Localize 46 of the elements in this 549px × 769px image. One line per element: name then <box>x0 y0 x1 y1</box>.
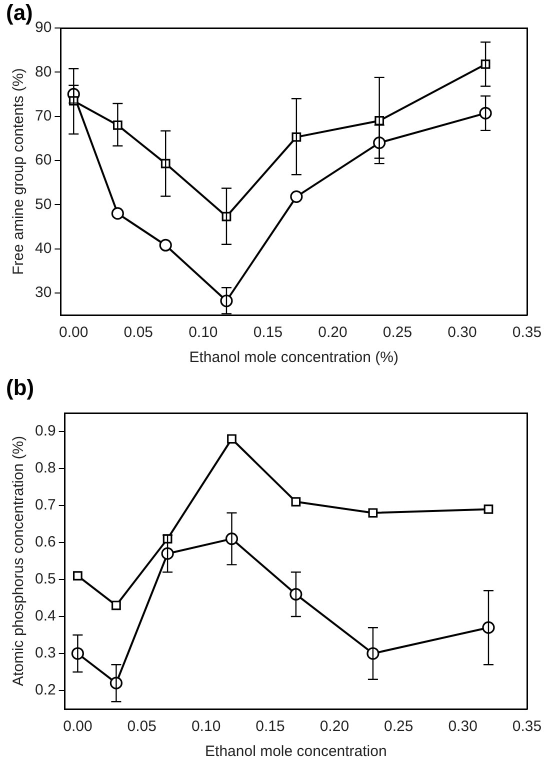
x-tick-label: 0.25 <box>382 324 412 342</box>
y-tick-label: 0.8 <box>34 460 56 477</box>
x-tick-label: 0.10 <box>191 718 221 736</box>
y-tick-label: 0.2 <box>34 682 56 699</box>
point <box>291 497 301 506</box>
x-tick-label: 0.05 <box>124 324 154 342</box>
x-tick-label: 0.20 <box>318 324 348 342</box>
x-axis-title: Ethanol mole concentration <box>205 743 387 760</box>
point <box>484 504 494 514</box>
text: (a) <box>6 0 33 26</box>
point <box>159 238 172 252</box>
x-tick-label: 0.10 <box>188 324 218 342</box>
x-tick-label: 0.30 <box>448 718 478 736</box>
y-axis-title: Free amine group contents (%) <box>10 68 28 275</box>
x-tick-label: 0.05 <box>127 718 156 736</box>
y-tick-label: 40 <box>34 240 52 257</box>
y-tick-label: 30 <box>34 284 52 302</box>
y-tick-label: 0.3 <box>34 644 56 662</box>
y-tick-label: 0.6 <box>34 534 56 551</box>
point <box>73 571 82 580</box>
point <box>112 600 121 610</box>
text: (b) <box>6 375 34 401</box>
y-tick-label: 70 <box>34 107 52 124</box>
x-tick-label: 0.00 <box>63 718 92 736</box>
x-tick-label: 0.30 <box>448 324 477 342</box>
x-tick-label: 0.15 <box>256 718 285 736</box>
y-tick-label: 60 <box>34 152 52 169</box>
x-tick-label: 0.00 <box>59 324 88 342</box>
point <box>290 190 303 203</box>
x-tick-label: 0.15 <box>253 324 283 342</box>
y-tick-label: 90 <box>34 19 52 36</box>
x-tick-label: 0.35 <box>512 718 542 736</box>
x-tick-label: 0.20 <box>320 718 350 736</box>
x-tick-label: 0.35 <box>512 324 542 342</box>
y-tick-label: 0.9 <box>34 422 56 440</box>
y-tick-label: 0.7 <box>34 496 56 514</box>
y-tick-label: 0.5 <box>34 570 56 588</box>
y-tick-label: 50 <box>34 196 52 213</box>
y-axis-title: Atomic phosphorus concentration (%) <box>10 436 28 686</box>
point <box>111 207 124 220</box>
x-axis-title: Ethanol mole concentration (%) <box>189 349 398 366</box>
point <box>227 434 236 444</box>
y-tick-label: 0.4 <box>34 608 56 625</box>
y-tick-label: 80 <box>34 63 52 80</box>
point <box>368 508 378 518</box>
x-tick-label: 0.25 <box>384 718 414 736</box>
